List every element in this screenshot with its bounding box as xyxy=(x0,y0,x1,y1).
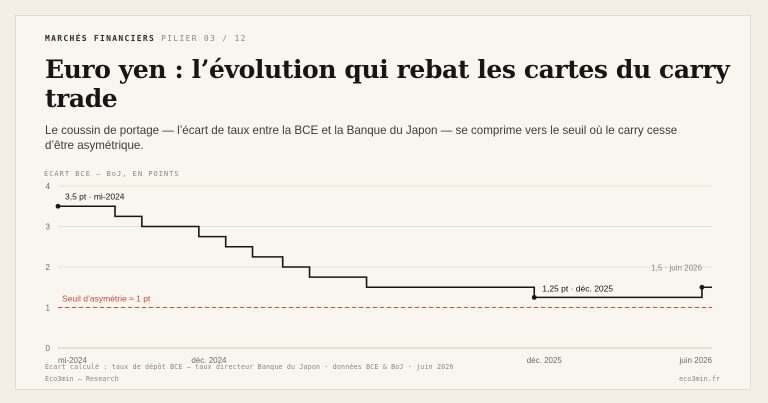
x-tick-3: juin 2026 xyxy=(679,356,713,365)
annotation-marker-2 xyxy=(699,284,705,290)
annotation-marker-1 xyxy=(531,294,537,300)
series-layer xyxy=(57,205,712,299)
threshold-label: Seuil d’asymétrie ≈ 1 pt xyxy=(62,294,151,304)
y-tick-4: 4 xyxy=(46,182,51,191)
y-axis-label: ÉCART BCE – BoJ, EN POINTS xyxy=(44,170,180,178)
x-tick-0: mi-2024 xyxy=(58,356,87,365)
annotation-label-2: 1,5 · juin 2026 xyxy=(651,263,702,272)
y-tick-0: 0 xyxy=(46,344,51,353)
reference-layer: Seuil d’asymétrie ≈ 1 pt xyxy=(58,294,712,308)
y-tick-labels: 0 1 2 3 4 xyxy=(46,182,51,353)
annotation-marker-0 xyxy=(55,203,61,209)
grid-layer xyxy=(58,185,712,349)
y-tick-2: 2 xyxy=(46,263,51,272)
annotation-label-1: 1,25 pt · déc. 2025 xyxy=(542,283,613,293)
source-note: Écart calculé : taux de dépôt BCE – taux… xyxy=(45,363,454,371)
site-url: eco3min.fr xyxy=(679,375,720,383)
page-title: Euro yen : l’évolution qui rebat les car… xyxy=(45,55,730,113)
brand-credit: Eco3min — Research xyxy=(45,375,119,383)
annotation-layer: 3,5 pt · mi-2024 1,25 pt · déc. 2025 1,5 ·… xyxy=(55,191,705,300)
series-line-0 xyxy=(58,205,712,299)
x-tick-labels: mi-2024 déc. 2024 déc. 2025 juin 2026 xyxy=(58,356,713,365)
x-tick-2: déc. 2025 xyxy=(527,356,563,365)
y-tick-3: 3 xyxy=(46,223,51,232)
section-pill: PILIER 03 / 12 xyxy=(161,34,247,43)
y-tick-1: 1 xyxy=(46,304,51,313)
page-subtitle: Le coussin de portage — l’écart de taux … xyxy=(45,124,678,152)
section-kicker: MARCHÉS FINANCIERS xyxy=(45,34,156,43)
card: MARCHÉS FINANCIERS PILIER 03 / 12 Euro ye… xyxy=(15,15,751,390)
eyebrow: MARCHÉS FINANCIERS PILIER 03 / 12 xyxy=(45,34,247,43)
annotation-label-0: 3,5 pt · mi-2024 xyxy=(65,191,125,201)
x-tick-1: déc. 2024 xyxy=(191,356,227,365)
